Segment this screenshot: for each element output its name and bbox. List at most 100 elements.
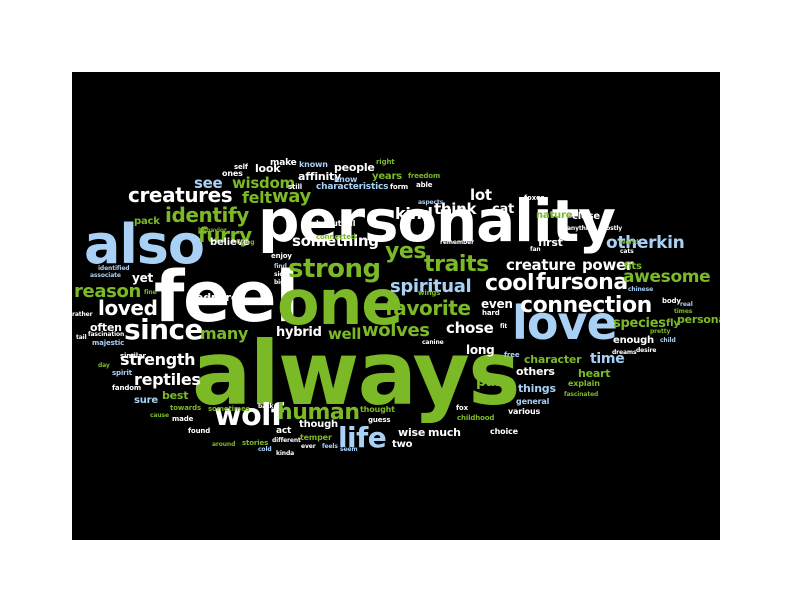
word-even: even xyxy=(481,297,513,311)
word-well: well xyxy=(328,325,362,343)
word-reptiles: reptiles xyxy=(134,370,201,389)
word-still: still xyxy=(288,183,303,191)
word-feels: feels xyxy=(322,443,338,450)
word-wisdom: wisdom xyxy=(232,174,295,192)
word-cause: cause xyxy=(150,412,169,419)
word-power: power xyxy=(582,256,633,274)
word-pretty: pretty xyxy=(650,328,671,335)
word-know: know xyxy=(334,175,358,184)
word-cloud: always personality feel one also love st… xyxy=(72,72,720,540)
word-aspects: aspects xyxy=(418,199,444,206)
word-various: various xyxy=(508,407,541,416)
word-one: one xyxy=(277,266,403,339)
word-things: things xyxy=(518,382,556,395)
word-close: close xyxy=(572,211,600,222)
word-self: self xyxy=(234,163,248,171)
word-right: right xyxy=(376,158,395,166)
word-anything: anything xyxy=(567,225,597,232)
word-fits: fits xyxy=(624,261,642,272)
word-personality: personality xyxy=(258,187,616,255)
word-desire: desire xyxy=(636,347,657,354)
word-always: always xyxy=(192,322,520,425)
word-two: two xyxy=(392,439,413,450)
word-times: times xyxy=(674,308,693,315)
word-believe: believe xyxy=(210,237,250,248)
word-cold: cold xyxy=(258,446,272,453)
word-known: known xyxy=(299,160,328,169)
word-foxes: foxes xyxy=(524,194,545,202)
word-day: day xyxy=(98,362,110,369)
word-favorite: favorite xyxy=(385,296,471,320)
word-people: people xyxy=(334,161,375,174)
word-wolves: wolves xyxy=(362,320,430,341)
word-nature: nature xyxy=(536,210,573,221)
word-yes: yes xyxy=(385,239,427,264)
word-hybrid: hybrid xyxy=(276,325,322,340)
word-general: general xyxy=(516,397,550,406)
word-years: years xyxy=(372,171,402,182)
word-see: see xyxy=(194,174,223,192)
word-childhood: childhood xyxy=(457,414,495,422)
word-cat: cat xyxy=(492,202,514,217)
word-sometimes: sometimes xyxy=(208,405,250,413)
word-wolf: wolf xyxy=(214,398,284,433)
word-make: make xyxy=(270,158,297,168)
word-different: different xyxy=(272,437,301,444)
word-personal: personal xyxy=(677,313,720,326)
word-cats: cats xyxy=(620,248,634,255)
word-stories: stories xyxy=(242,439,269,447)
word-spirit: spirit xyxy=(112,369,132,377)
word-rather: rather xyxy=(72,311,93,318)
word-seem: seem xyxy=(340,446,358,453)
word-strong: strong xyxy=(288,254,381,284)
word-ever: ever xyxy=(301,443,316,450)
word-freedom: freedom xyxy=(408,172,441,180)
word-much: much xyxy=(428,426,461,439)
word-made: made xyxy=(172,415,194,423)
word-otherkin: otherkin xyxy=(606,233,685,253)
word-best: best xyxy=(162,389,189,402)
word-often: often xyxy=(90,321,122,334)
word-many: many xyxy=(200,324,249,343)
word-fascinated: fascinated xyxy=(564,391,599,398)
word-lot: lot xyxy=(470,186,492,204)
word-big: big xyxy=(274,279,285,286)
word-reason: reason xyxy=(74,281,141,302)
word-fox: fox xyxy=(456,404,468,412)
word-wings: wings xyxy=(418,289,441,297)
word-life: life xyxy=(338,421,387,454)
word-identify: identify xyxy=(165,203,249,227)
word-connected: connected xyxy=(316,233,356,241)
word-behavior: behavior xyxy=(198,227,227,234)
word-ones: ones xyxy=(222,169,243,178)
word-free: free xyxy=(504,351,520,359)
word-first: first xyxy=(538,236,563,249)
word-wise: wise xyxy=(398,426,426,439)
word-love: love xyxy=(512,296,618,350)
word-canine: canine xyxy=(422,339,444,346)
word-cool: cool xyxy=(485,271,535,296)
word-dreams: dreams xyxy=(612,349,637,356)
word-towards: towards xyxy=(170,404,201,412)
word-fandom: fandom xyxy=(112,384,142,392)
word-enough: enough xyxy=(613,335,654,346)
word-temper: temper xyxy=(300,433,332,442)
word-yet: yet xyxy=(132,271,153,285)
word-similar: similar xyxy=(120,352,146,360)
word-long: long xyxy=(466,343,495,357)
word-creature: creature xyxy=(506,256,576,274)
word-kinda: kinda xyxy=(276,450,295,457)
word-around: around xyxy=(212,441,236,448)
word-fascination: fascination xyxy=(88,331,125,338)
word-fan: fan xyxy=(530,246,541,253)
word-found: found xyxy=(188,427,211,435)
word-guess: guess xyxy=(368,416,391,424)
word-remember: remember xyxy=(440,239,474,246)
word-sure: sure xyxy=(134,395,158,406)
word-species: species xyxy=(613,316,666,331)
word-beautiful: beautiful xyxy=(316,219,356,228)
word-way: way xyxy=(272,186,311,207)
word-fine: fine xyxy=(144,289,157,296)
word-choice: choice xyxy=(490,427,518,436)
word-characteristics: characteristics xyxy=(316,182,389,192)
